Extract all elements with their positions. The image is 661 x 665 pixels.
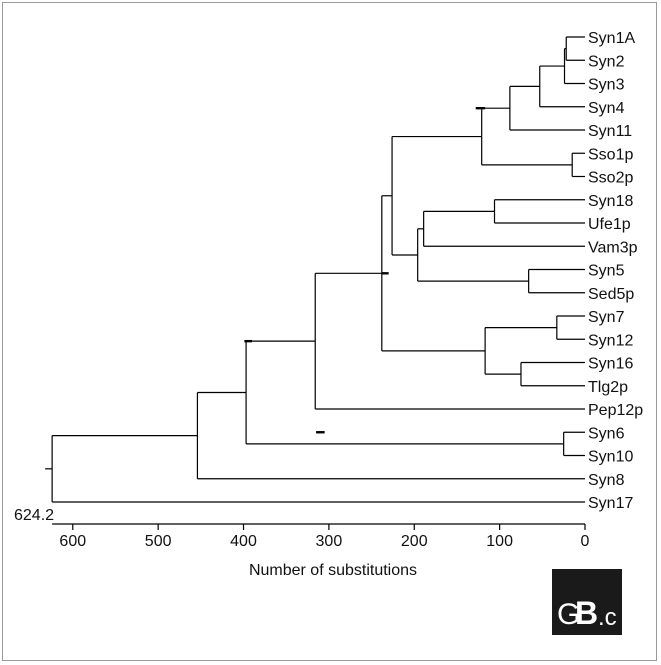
axis-tick-label: 400 [230, 533, 257, 550]
leaf-label: Ufe1p [588, 216, 631, 233]
tree-edges [45, 36, 585, 503]
logo-dot-c: .c [598, 604, 617, 631]
root-height-label: 624.2 [14, 507, 54, 524]
axis-tick-label: 300 [316, 533, 343, 550]
leaf-label: Sso1p [588, 146, 633, 163]
leaf-label: Syn7 [588, 309, 625, 326]
axis-ticks: 600 500 400 300 200 100 0 [59, 524, 590, 550]
leaf-label: Syn4 [588, 100, 625, 117]
leaf-label: Pep12p [588, 402, 643, 419]
leaf-label: Syn5 [588, 263, 625, 280]
leaf-label: Syn12 [588, 332, 633, 349]
logo-letter-b: B [575, 595, 599, 631]
leaf-label: Syn10 [588, 449, 633, 466]
axis-title: Number of substitutions [249, 562, 417, 579]
axis-tick-label: 0 [581, 533, 590, 550]
leaf-label: Syn1A [588, 30, 635, 47]
leaf-label: Syn2 [588, 53, 625, 70]
axis-tick-label: 600 [59, 533, 86, 550]
genome-biology-logo: G B .c [552, 569, 622, 635]
leaf-label: Syn16 [588, 356, 633, 373]
axis-tick-label: 500 [145, 533, 172, 550]
leaf-labels: Syn1A Syn2 Syn3 Syn4 Syn11 Sso1p Sso2p Syn18 Ufe… [588, 30, 643, 512]
leaf-label: Syn8 [588, 472, 625, 489]
leaf-label: Syn6 [588, 425, 625, 442]
leaf-label: Vam3p [588, 239, 638, 256]
leaf-label: Syn11 [588, 123, 632, 140]
axis-tick-label: 100 [486, 533, 513, 550]
leaf-label: Syn18 [588, 193, 633, 210]
leaf-label: Sso2p [588, 170, 633, 187]
substitution-axis: 600 500 400 300 200 100 0 Number of substituti… [52, 523, 590, 579]
leaf-label: Syn3 [588, 77, 625, 94]
leaf-label: Tlg2p [588, 379, 628, 396]
axis-tick-label: 200 [401, 533, 428, 550]
leaf-label: Sed5p [588, 286, 634, 303]
leaf-label: Syn17 [588, 495, 633, 512]
logo-letter-g: G [557, 598, 581, 631]
